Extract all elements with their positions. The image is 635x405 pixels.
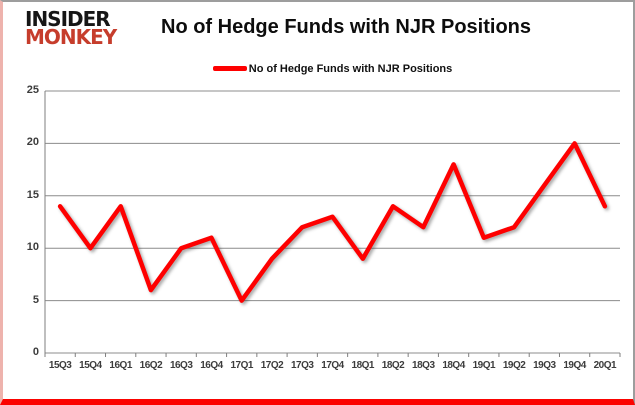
x-tick-label: 16Q4 [200, 360, 223, 371]
x-tick-label: 19Q2 [502, 360, 526, 371]
y-tick-label: 20 [26, 136, 39, 149]
y-tick-label: 10 [26, 241, 39, 254]
x-tick-label: 16Q2 [139, 360, 163, 371]
y-tick-label: 15 [26, 188, 39, 201]
x-tick-label: 17Q1 [230, 360, 253, 371]
x-tick-label: 18Q1 [351, 360, 375, 371]
insider-monkey-logo: INSIDER MONKEY [25, 7, 117, 49]
x-tick-label: 19Q4 [563, 360, 586, 371]
line-chart: 0 5 10 15 20 25 15Q3 15Q4 16Q1 16Q2 16Q3 16Q4 17Q1 17… [3, 2, 633, 399]
y-tick-label: 25 [26, 84, 39, 96]
y-tick-label: 5 [32, 293, 39, 306]
logo-line-insider: INSIDER [25, 7, 111, 31]
logo-line-monkey: MONKEY [25, 25, 117, 49]
x-tick-label: 17Q4 [321, 360, 344, 371]
x-tick-label: 16Q1 [109, 360, 132, 371]
legend-line-swatch [212, 66, 247, 71]
series-line [57, 141, 608, 303]
y-tick-label: 0 [32, 346, 39, 358]
chart-svg [44, 90, 621, 357]
page-title: No of Hedge Funds with NJR Positions [161, 16, 531, 38]
x-tick-label: 19Q1 [472, 360, 496, 371]
x-tick-label: 18Q2 [381, 360, 405, 371]
legend-label: No of Hedge Funds with NJR Positions [248, 62, 453, 75]
x-tick-label: 19Q3 [533, 360, 556, 371]
x-tick-label: 18Q4 [442, 360, 465, 371]
x-tick-label: 16Q3 [169, 360, 193, 371]
x-tick-label: 20Q1 [593, 360, 617, 371]
x-tick-label: 15Q3 [48, 360, 72, 371]
x-tick-label: 17Q3 [291, 360, 314, 371]
x-tick-label: 15Q4 [79, 360, 102, 371]
x-tick-label: 18Q3 [412, 360, 435, 371]
legend: No of Hedge Funds with NJR Positions [45, 58, 620, 76]
x-tick-label: 17Q2 [260, 360, 284, 371]
